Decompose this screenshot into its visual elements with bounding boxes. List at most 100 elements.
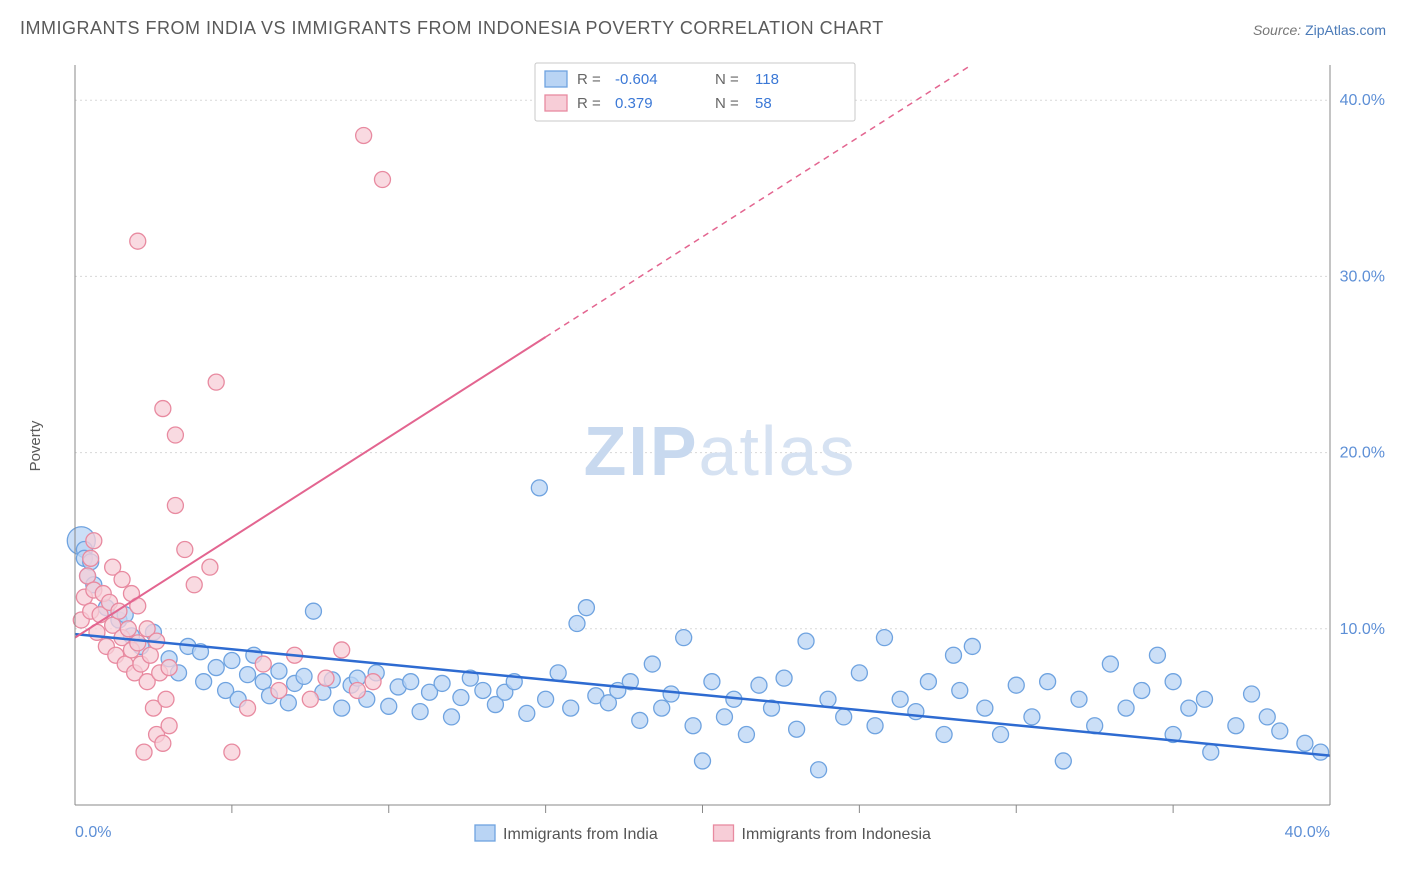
data-point-indonesia bbox=[356, 127, 372, 143]
data-point-india bbox=[946, 647, 962, 663]
data-point-india bbox=[811, 762, 827, 778]
data-point-india bbox=[867, 718, 883, 734]
data-point-indonesia bbox=[208, 374, 224, 390]
data-point-india bbox=[644, 656, 660, 672]
data-point-india bbox=[381, 698, 397, 714]
data-point-indonesia bbox=[83, 550, 99, 566]
data-point-india bbox=[1197, 691, 1213, 707]
data-point-india bbox=[305, 603, 321, 619]
legend-label: Immigrants from Indonesia bbox=[742, 826, 932, 843]
data-point-indonesia bbox=[161, 660, 177, 676]
data-point-india bbox=[563, 700, 579, 716]
data-point-india bbox=[1071, 691, 1087, 707]
data-point-indonesia bbox=[255, 656, 271, 672]
data-point-indonesia bbox=[136, 744, 152, 760]
data-point-india bbox=[876, 630, 892, 646]
data-point-india bbox=[993, 727, 1009, 743]
data-point-india bbox=[1165, 674, 1181, 690]
legend-stat: 58 bbox=[755, 95, 772, 112]
data-point-india bbox=[977, 700, 993, 716]
legend-stat: N = bbox=[715, 71, 739, 88]
data-point-indonesia bbox=[155, 735, 171, 751]
legend-stat: -0.604 bbox=[615, 71, 658, 88]
data-point-india bbox=[434, 675, 450, 691]
y-tick-label: 30.0% bbox=[1340, 268, 1385, 285]
data-point-india bbox=[695, 753, 711, 769]
data-point-india bbox=[776, 670, 792, 686]
data-point-india bbox=[1134, 682, 1150, 698]
data-point-indonesia bbox=[158, 691, 174, 707]
source-label: Source: bbox=[1253, 22, 1301, 38]
chart-title: IMMIGRANTS FROM INDIA VS IMMIGRANTS FROM… bbox=[20, 18, 884, 39]
data-point-indonesia bbox=[374, 172, 390, 188]
data-point-indonesia bbox=[120, 621, 136, 637]
data-point-indonesia bbox=[161, 718, 177, 734]
data-point-india bbox=[1118, 700, 1134, 716]
data-point-india bbox=[704, 674, 720, 690]
legend-stat: R = bbox=[577, 71, 601, 88]
x-tick-label-left: 0.0% bbox=[75, 824, 111, 841]
data-point-india bbox=[196, 674, 212, 690]
data-point-india bbox=[936, 727, 952, 743]
y-tick-label: 40.0% bbox=[1340, 92, 1385, 109]
legend-stat: N = bbox=[715, 95, 739, 112]
data-point-indonesia bbox=[224, 744, 240, 760]
data-point-india bbox=[836, 709, 852, 725]
data-point-india bbox=[789, 721, 805, 737]
data-point-indonesia bbox=[130, 635, 146, 651]
data-point-india bbox=[531, 480, 547, 496]
data-point-india bbox=[550, 665, 566, 681]
data-point-indonesia bbox=[302, 691, 318, 707]
data-point-india bbox=[519, 705, 535, 721]
data-point-india bbox=[851, 665, 867, 681]
data-point-india bbox=[632, 712, 648, 728]
data-point-india bbox=[1228, 718, 1244, 734]
data-point-india bbox=[538, 691, 554, 707]
data-point-india bbox=[685, 718, 701, 734]
data-point-indonesia bbox=[240, 700, 256, 716]
data-point-india bbox=[1040, 674, 1056, 690]
data-point-india bbox=[1008, 677, 1024, 693]
data-point-india bbox=[952, 682, 968, 698]
data-point-india bbox=[271, 663, 287, 679]
data-point-india bbox=[964, 638, 980, 654]
data-point-india bbox=[1272, 723, 1288, 739]
legend-stat: 0.379 bbox=[615, 95, 653, 112]
data-point-india bbox=[1297, 735, 1313, 751]
data-point-india bbox=[240, 667, 256, 683]
scatter-chart: 10.0%20.0%30.0%40.0% ZIPatlas 0.0%40.0% … bbox=[55, 55, 1385, 845]
data-point-india bbox=[1203, 744, 1219, 760]
data-point-india bbox=[663, 686, 679, 702]
data-point-india bbox=[798, 633, 814, 649]
data-point-indonesia bbox=[167, 427, 183, 443]
data-point-india bbox=[1102, 656, 1118, 672]
data-point-indonesia bbox=[318, 670, 334, 686]
data-point-india bbox=[1024, 709, 1040, 725]
data-point-indonesia bbox=[349, 682, 365, 698]
data-point-indonesia bbox=[86, 533, 102, 549]
data-point-india bbox=[716, 709, 732, 725]
data-point-indonesia bbox=[177, 542, 193, 558]
data-point-india bbox=[412, 704, 428, 720]
data-point-india bbox=[1055, 753, 1071, 769]
data-point-indonesia bbox=[365, 674, 381, 690]
source-value: ZipAtlas.com bbox=[1305, 22, 1386, 38]
data-point-indonesia bbox=[130, 233, 146, 249]
data-point-india bbox=[296, 668, 312, 684]
data-point-indonesia bbox=[202, 559, 218, 575]
data-point-india bbox=[569, 616, 585, 632]
legend-stat: 118 bbox=[755, 71, 779, 88]
data-point-indonesia bbox=[186, 577, 202, 593]
data-point-india bbox=[892, 691, 908, 707]
data-point-indonesia bbox=[334, 642, 350, 658]
x-tick-label-right: 40.0% bbox=[1285, 824, 1330, 841]
data-point-india bbox=[208, 660, 224, 676]
data-point-india bbox=[453, 690, 469, 706]
legend-stat: R = bbox=[577, 95, 601, 112]
data-point-india bbox=[738, 727, 754, 743]
data-point-indonesia bbox=[271, 682, 287, 698]
data-point-india bbox=[444, 709, 460, 725]
data-point-india bbox=[1259, 709, 1275, 725]
y-tick-label: 20.0% bbox=[1340, 445, 1385, 462]
data-point-india bbox=[1244, 686, 1260, 702]
